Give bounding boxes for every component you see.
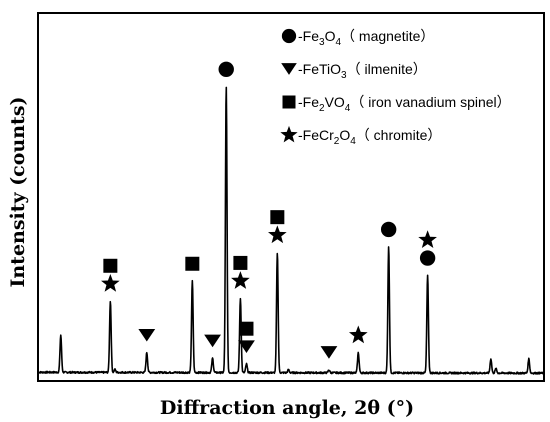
square-marker [239,321,254,336]
square-marker [282,95,296,109]
star-marker [101,273,120,292]
square-marker [233,255,248,270]
triangle-marker [281,63,297,75]
legend-entry: -Fe3O4（ magnetite） [298,28,434,48]
legend-entry: -Fe2VO4（ iron vanadium spinel） [298,94,511,114]
square-marker [185,256,200,271]
star-marker [280,125,298,143]
star-marker [348,325,368,344]
triangle-marker [320,346,338,359]
x-axis-label: Diffraction angle, 2θ (°) [160,397,414,419]
square-marker [103,258,118,273]
triangle-marker [138,328,156,342]
y-axis-label: Intensity (counts) [7,96,29,287]
legend-entry: -FeTiO3（ ilmenite） [298,61,427,81]
legend-entry: -FeCr2O4（ chromite） [298,127,441,147]
circle-marker [218,61,234,77]
peak-markers [101,61,437,359]
plot-frame [37,12,545,382]
triangle-marker [238,340,255,353]
legend: -Fe3O4（ magnetite） -FeTiO3（ ilmenite） -Fe2… [280,28,511,147]
star-marker [268,225,287,244]
square-marker [270,210,285,225]
star-marker [418,230,437,248]
triangle-marker [204,334,221,348]
circle-marker [419,250,436,266]
diffraction-trace [37,86,545,375]
circle-marker [281,28,297,44]
star-marker [231,271,250,289]
circle-marker [380,221,397,238]
